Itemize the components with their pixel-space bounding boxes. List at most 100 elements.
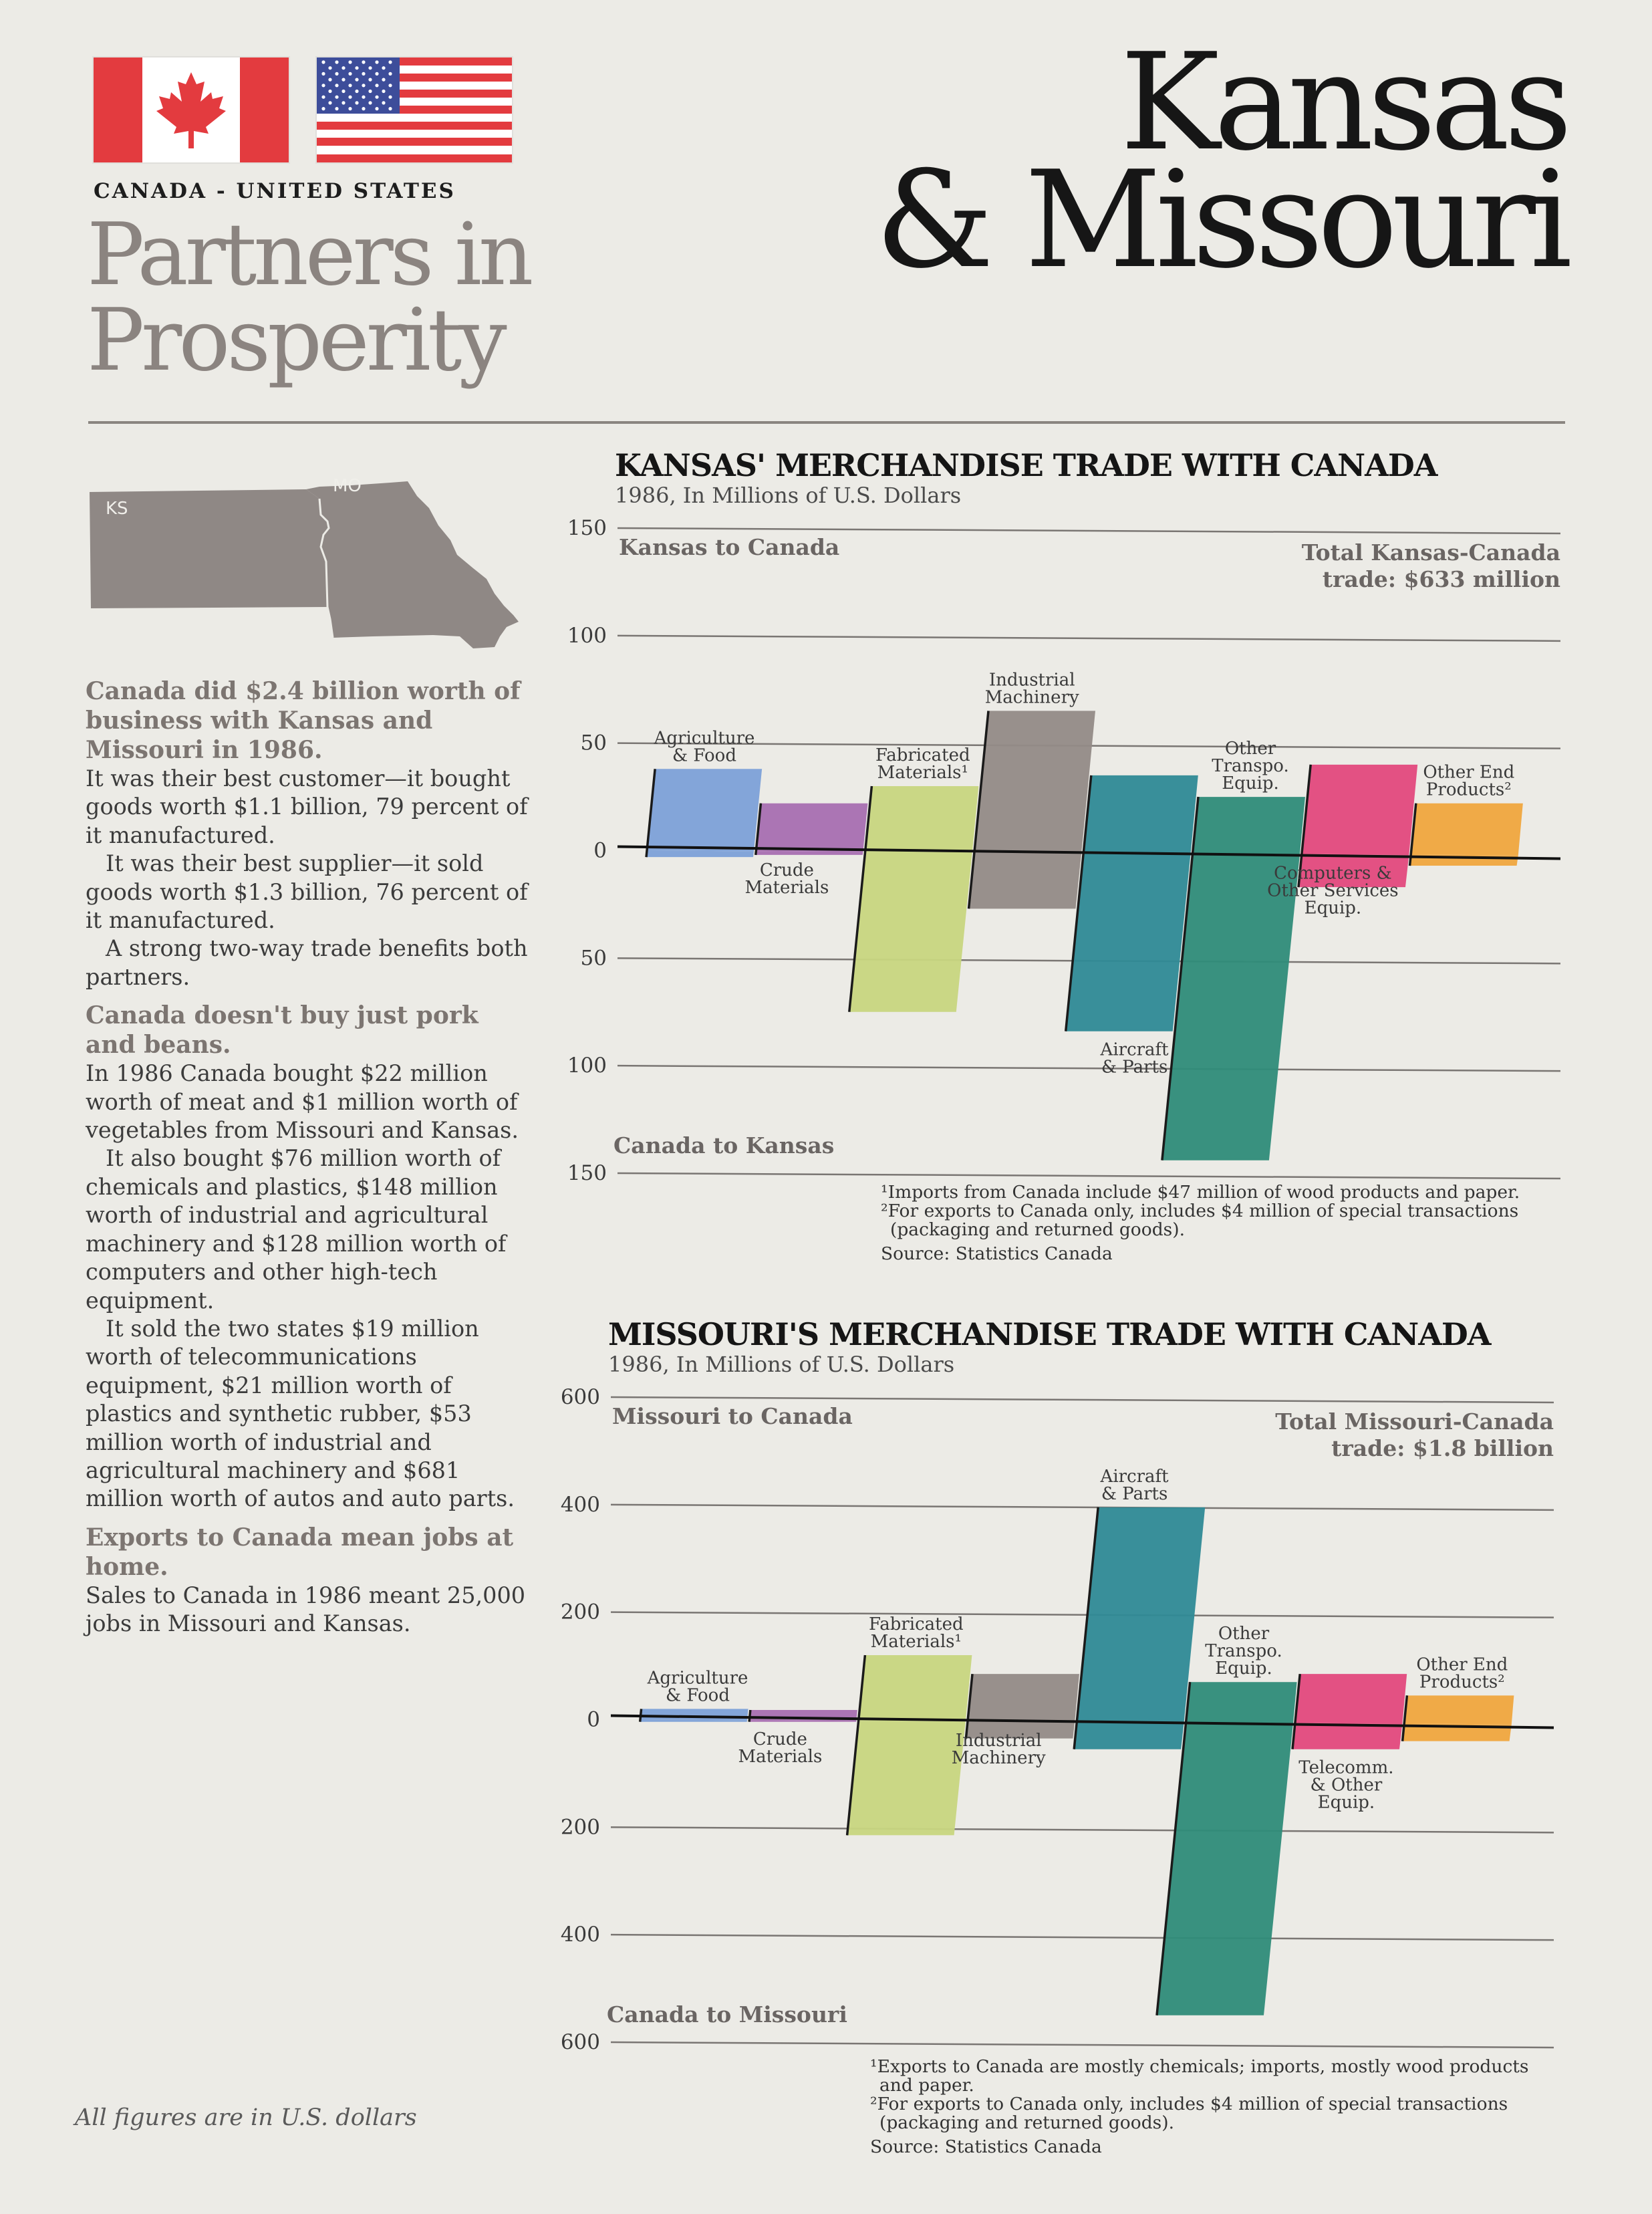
category-label: Transpo.	[1212, 756, 1288, 776]
export-bar	[647, 769, 763, 852]
import-bar	[640, 1719, 747, 1722]
bar-edge	[1161, 796, 1200, 1160]
export-bar	[1302, 764, 1418, 855]
map-label-ks: KS	[106, 499, 128, 519]
category-label: Equip.	[1215, 1658, 1272, 1679]
gridline	[617, 527, 1561, 535]
export-bar	[1411, 803, 1523, 856]
category-label: Machinery	[985, 687, 1079, 707]
bar-edge	[1401, 1695, 1409, 1741]
state-map: KS MO	[86, 461, 527, 655]
import-bar	[847, 1721, 966, 1836]
export-bar	[1083, 775, 1198, 854]
page-title: Kansas & Missouri	[875, 25, 1572, 298]
sidebar-paragraph: It was their best customer—it bought goo…	[86, 765, 528, 848]
category-label: Crude	[753, 1729, 807, 1749]
gridline	[610, 1826, 1554, 1834]
category-label: Fabricated	[869, 1614, 964, 1634]
export-bar	[1404, 1695, 1514, 1725]
category-label: Telecomm.	[1298, 1758, 1393, 1778]
category-label: Transpo.	[1205, 1641, 1282, 1661]
y-tick-label: 0	[587, 1708, 600, 1732]
sidebar-text: Canada did $2.4 billion worth of busines…	[86, 676, 533, 1638]
gridline	[617, 1172, 1561, 1180]
category-label: Agriculture	[654, 728, 755, 748]
chart-footnote: (packaging and returned goods).	[890, 1219, 1185, 1240]
category-label: Equip.	[1304, 898, 1362, 918]
export-bar	[865, 786, 979, 853]
export-bar	[1295, 1674, 1407, 1724]
category-label: Crude	[760, 860, 814, 880]
sidebar-heading: Canada doesn't buy just pork and beans.	[86, 1001, 478, 1060]
category-label: & Food	[672, 745, 736, 765]
y-tick-label: 600	[561, 2030, 600, 2054]
y-tick-label: 150	[567, 516, 607, 540]
y-tick-label: 100	[567, 624, 607, 648]
y-tick-label: 200	[561, 1600, 600, 1624]
category-label: Computers &	[1274, 864, 1392, 884]
category-label: Fabricated	[875, 745, 970, 765]
bar-edge	[1155, 1682, 1192, 2015]
export-bar	[640, 1709, 748, 1721]
chart-title: KANSAS' MERCHANDISE TRADE WITH CANADA	[615, 447, 1439, 483]
sidebar-paragraph: It sold the two states $19 million worth…	[86, 1315, 515, 1512]
y-tick-label: 150	[567, 1161, 607, 1185]
chart-footnote: (packaging and returned goods).	[879, 2112, 1174, 2133]
kansas-trade-chart: KANSAS' MERCHANDISE TRADE WITH CANADA198…	[567, 447, 1561, 1264]
category-label: Materials¹	[877, 763, 968, 783]
category-label: Other	[1225, 739, 1276, 759]
category-label: & Other	[1311, 1775, 1383, 1796]
category-label: Industrial	[989, 670, 1075, 690]
y-tick-label: 100	[567, 1054, 607, 1078]
import-bar	[1161, 853, 1300, 1160]
category-label: Machinery	[952, 1748, 1046, 1768]
category-label: Products²	[1419, 1672, 1505, 1692]
canada-flag-icon	[94, 57, 289, 162]
tagline: CANADA - UNITED STATES	[94, 179, 456, 203]
category-label: Other	[1218, 1624, 1270, 1644]
import-bar	[749, 1720, 857, 1722]
gridline	[610, 1933, 1554, 1941]
import-bar	[968, 852, 1082, 909]
category-label: Materials	[744, 878, 829, 898]
chart-source: Source: Statistics Canada	[870, 2136, 1102, 2157]
y-tick-label: 50	[581, 731, 607, 755]
lower-direction-label: Canada to Missouri	[607, 2001, 847, 2027]
category-label: Materials¹	[871, 1632, 962, 1652]
us-flag-icon	[317, 57, 512, 162]
bar-edge	[848, 785, 873, 1012]
chart-footnote: ²For exports to Canada only, includes $4…	[870, 2094, 1508, 2114]
brand-title: Partners in Prosperity	[87, 205, 533, 390]
export-bar	[1186, 1682, 1297, 1723]
page-title-line-1: Kansas	[1120, 25, 1572, 180]
bar-edge	[1297, 764, 1312, 888]
gridline	[610, 1503, 1554, 1511]
zero-axis	[617, 845, 1561, 860]
bar-edge	[967, 711, 990, 909]
chart-footnote: ¹Imports from Canada include $47 million…	[881, 1182, 1520, 1203]
category-label: Equip.	[1222, 773, 1279, 793]
export-bar	[968, 1674, 1079, 1722]
sidebar-paragraph: Sales to Canada in 1986 meant 25,000 job…	[86, 1582, 526, 1637]
header-divider	[88, 421, 1565, 424]
export-bar	[1193, 797, 1305, 854]
sidebar-paragraph: In 1986 Canada bought $22 million worth …	[86, 1060, 519, 1144]
bar-edge	[1073, 1507, 1099, 1749]
total-trade-value: trade: $1.8 billion	[1331, 1435, 1554, 1461]
chart-footnote: ²For exports to Canada only, includes $4…	[881, 1201, 1518, 1221]
category-label: Other End	[1423, 763, 1514, 783]
gridline	[617, 1064, 1561, 1072]
chart-title: MISSOURI'S MERCHANDISE TRADE WITH CANADA	[608, 1316, 1492, 1352]
chart-footnote: ¹Exports to Canada are mostly chemicals;…	[870, 2056, 1529, 2077]
import-bar	[849, 852, 972, 1012]
brand-title-line-2: Prosperity	[87, 291, 507, 390]
page-title-line-2: & Missouri	[875, 142, 1572, 298]
export-bar	[756, 803, 868, 852]
category-label: Aircraft	[1100, 1040, 1169, 1060]
brand-title-line-1: Partners in	[87, 205, 533, 305]
y-tick-label: 600	[561, 1385, 600, 1409]
export-bar	[1077, 1507, 1206, 1723]
sidebar-paragraph: It also bought $76 million worth of chem…	[86, 1145, 507, 1314]
import-bar	[1065, 852, 1191, 1031]
category-label: Materials	[738, 1747, 822, 1767]
